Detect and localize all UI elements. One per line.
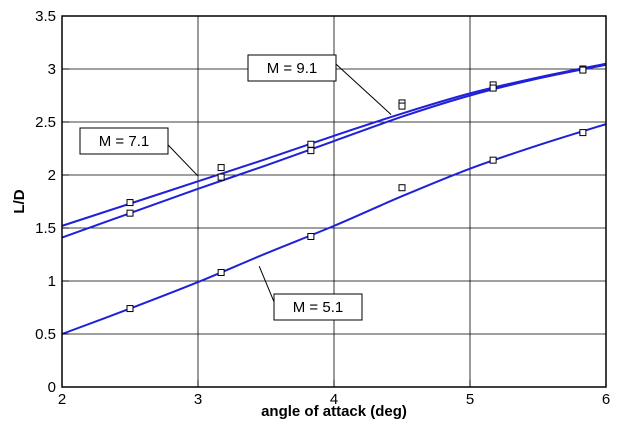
callouts: M = 9.1 M = 7.1 M = 5.1 <box>79 54 392 321</box>
callout-1: M = 9.1 <box>247 54 392 115</box>
series-lines <box>61 62 607 335</box>
callout-leader <box>258 265 275 302</box>
y-tick-label: 2 <box>48 167 56 184</box>
data-point <box>217 164 225 172</box>
data-point <box>489 84 497 92</box>
callout-box <box>273 293 363 321</box>
y-tick-label: 3 <box>48 61 56 78</box>
callout-3: M = 5.1 <box>258 265 363 321</box>
callout-leader <box>335 63 392 115</box>
x-axis-label: angle of attack (deg) <box>261 403 407 420</box>
x-tick-label: 3 <box>194 391 202 408</box>
data-point <box>579 66 587 74</box>
callout-box <box>247 54 337 82</box>
data-point <box>126 199 134 207</box>
y-tick-label: 0 <box>48 379 56 396</box>
x-tick-label: 4 <box>330 391 338 408</box>
y-tick-label: 2.5 <box>35 114 56 131</box>
data-point <box>217 173 225 181</box>
data-point <box>489 156 497 164</box>
series-line-0 <box>61 123 607 335</box>
data-markers <box>126 65 587 313</box>
data-point <box>307 147 315 155</box>
series-line-2 <box>61 63 607 239</box>
series-line-1 <box>61 62 607 227</box>
data-point <box>398 102 406 110</box>
callout-box <box>79 127 169 155</box>
axis-ticks: 2 3 4 5 6 0 0.5 1 1.5 2 2.5 3 3.5 <box>35 8 610 408</box>
y-axis-label: L/D <box>11 189 28 213</box>
y-tick-label: 3.5 <box>35 8 56 25</box>
data-point <box>217 269 225 277</box>
data-point <box>579 129 587 137</box>
data-point <box>307 140 315 148</box>
callout-leader <box>167 144 199 177</box>
callout-label: M = 9.1 <box>267 60 317 77</box>
y-tick-label: 0.5 <box>35 326 56 343</box>
y-tick-label: 1 <box>48 273 56 290</box>
callout-label: M = 7.1 <box>99 133 149 150</box>
x-tick-label: 5 <box>466 391 474 408</box>
x-tick-label: 2 <box>58 391 66 408</box>
callout-label: M = 5.1 <box>293 299 343 316</box>
x-tick-label: 6 <box>602 391 610 408</box>
data-point <box>398 184 406 192</box>
data-point <box>126 305 134 313</box>
callout-2: M = 7.1 <box>79 127 199 177</box>
data-point <box>126 209 134 217</box>
y-tick-label: 1.5 <box>35 220 56 237</box>
data-point <box>307 232 315 240</box>
